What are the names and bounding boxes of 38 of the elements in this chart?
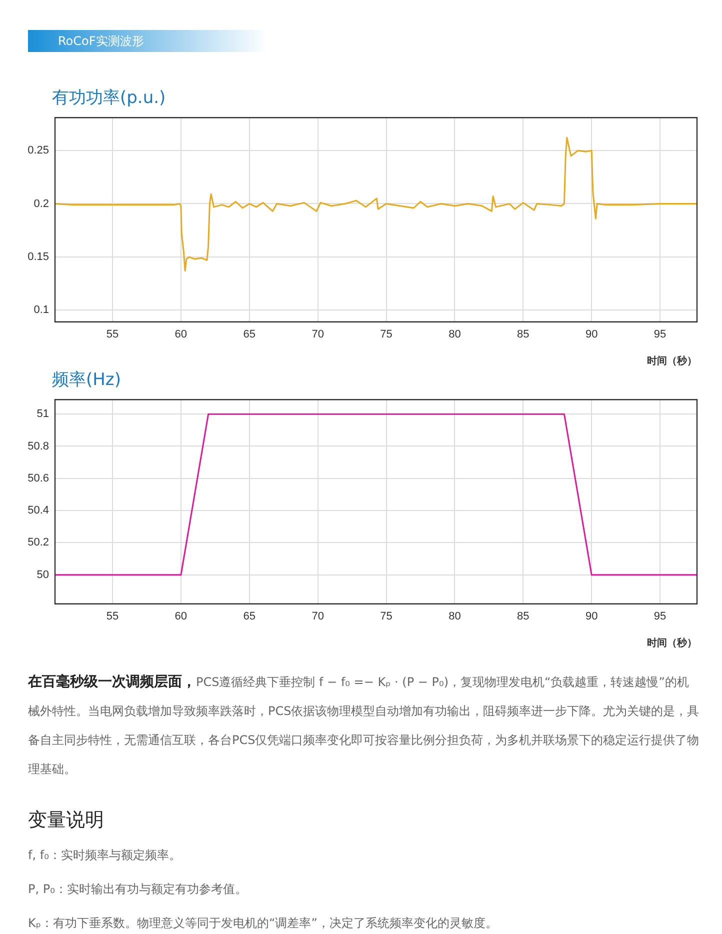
x-tick-label: 85 <box>517 328 530 340</box>
x-tick-label: 70 <box>312 610 324 622</box>
chart-title: 有功功率(p.u.) <box>52 87 166 109</box>
y-tick-label: 0.15 <box>28 250 49 263</box>
x-tick-label: 55 <box>106 610 119 622</box>
x-tick-label: 90 <box>585 328 598 340</box>
x-tick-label: 75 <box>380 328 392 340</box>
x-tick-label: 85 <box>517 610 530 622</box>
text: 在百毫秒级一次调频层面， <box>28 674 196 690</box>
x-tick-label: 90 <box>585 610 598 622</box>
x-tick-label: 75 <box>380 610 392 622</box>
y-tick-label: 50.8 <box>28 440 49 452</box>
x-tick-label: 80 <box>448 610 461 622</box>
x-tick-label: 60 <box>174 328 188 340</box>
x-axis-title: 时间（秒） <box>647 636 697 649</box>
y-tick-label: 51 <box>36 408 49 420</box>
text: Kₚ：有功下垂系数。物理意义等同于发电机的“调差率”，决定了系统频率变化的灵敏度。 <box>28 915 498 932</box>
text: f, f₀：实时频率与额定频率。 <box>28 847 182 864</box>
y-tick-label: 50.2 <box>28 536 49 549</box>
x-tick-label: 55 <box>106 328 119 340</box>
y-tick-label: 50.4 <box>28 504 49 517</box>
chart-title: 频率(Hz) <box>52 369 121 391</box>
y-tick-label: 50 <box>36 568 49 581</box>
y-tick-label: 50.6 <box>28 472 49 484</box>
y-tick-label: 0.2 <box>34 198 49 210</box>
x-tick-label: 70 <box>312 328 324 340</box>
text: P, P₀：实时输出有功与额定有功参考值。 <box>28 881 248 898</box>
x-tick-label: 60 <box>174 610 188 622</box>
text: RoCoF实测波形 <box>28 30 268 52</box>
y-tick-label: 0.25 <box>28 144 49 157</box>
text: 变量说明 <box>28 808 105 833</box>
x-axis-title: 时间（秒） <box>647 354 697 367</box>
x-tick-label: 80 <box>448 328 461 340</box>
x-tick-label: 95 <box>654 610 666 622</box>
y-tick-label: 0.1 <box>34 304 49 316</box>
x-tick-label: 65 <box>243 610 256 622</box>
x-tick-label: 65 <box>243 328 256 340</box>
x-tick-label: 95 <box>654 328 666 340</box>
